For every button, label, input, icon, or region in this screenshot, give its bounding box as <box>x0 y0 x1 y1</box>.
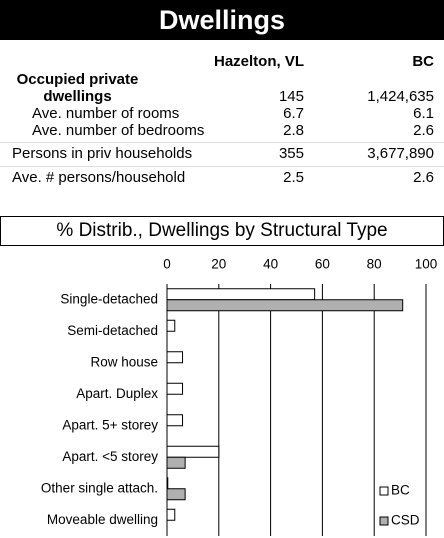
y-tick-label: Apart. Duplex <box>76 386 158 401</box>
bar <box>166 288 316 301</box>
x-tick-label: 80 <box>367 257 382 272</box>
cell: 145 <box>278 88 304 105</box>
y-tick-label: Other single attach. <box>41 480 158 495</box>
cell: 2.6 <box>413 169 434 186</box>
x-tick-label: 100 <box>415 257 438 272</box>
y-tick-label: Single-detached <box>60 291 158 306</box>
y-tick-label: Row house <box>90 354 158 369</box>
bar <box>166 508 176 521</box>
cell: 355 <box>278 145 304 162</box>
legend-label: BC <box>391 483 410 498</box>
bar <box>166 488 186 501</box>
bar <box>166 319 176 332</box>
cell: 2.6 <box>413 122 434 139</box>
row-label: Ave. # persons/household <box>12 169 186 186</box>
y-tick-label: Apart. 5+ storey <box>62 417 158 432</box>
cell: 3,677,890 <box>367 145 434 162</box>
chart: 0 20 40 60 80 100 Single-detached Semi-detached… <box>41 257 438 536</box>
row-rule <box>0 142 444 143</box>
bar <box>166 382 184 395</box>
y-tick-label: Moveable dwelling <box>47 512 158 527</box>
row-label: Occupied private dwellings <box>16 71 139 105</box>
row-label: Ave. number of rooms <box>32 105 180 122</box>
col-header: Hazelton, VL <box>213 53 304 70</box>
cell: 2.8 <box>283 122 304 139</box>
title: Dwellings <box>0 0 444 40</box>
x-tick-label: 60 <box>315 257 330 272</box>
bar <box>166 445 220 458</box>
bar <box>166 299 404 312</box>
row-label: Persons in priv households <box>12 145 193 162</box>
bar <box>166 351 184 364</box>
row-rule <box>0 166 444 167</box>
col-header: BC <box>412 53 434 70</box>
cell: 1,424,635 <box>367 88 434 105</box>
legend-swatch <box>379 486 389 496</box>
y-tick-label: Semi-detached <box>67 323 158 338</box>
legend-swatch <box>379 516 389 526</box>
legend-label: CSD <box>391 513 420 528</box>
cell: 2.5 <box>283 169 304 186</box>
bar <box>166 456 186 469</box>
y-tick-label: Apart. <5 storey <box>62 449 158 464</box>
cell: 6.7 <box>283 105 304 122</box>
x-tick-label: 0 <box>163 257 171 272</box>
chart-title: % Distrib., Dwellings by Structural Type <box>0 216 444 246</box>
x-tick-label: 40 <box>263 257 278 272</box>
bar <box>166 414 184 427</box>
row-label: Ave. number of bedrooms <box>32 122 205 139</box>
x-tick-label: 20 <box>211 257 226 272</box>
cell: 6.1 <box>413 105 434 122</box>
